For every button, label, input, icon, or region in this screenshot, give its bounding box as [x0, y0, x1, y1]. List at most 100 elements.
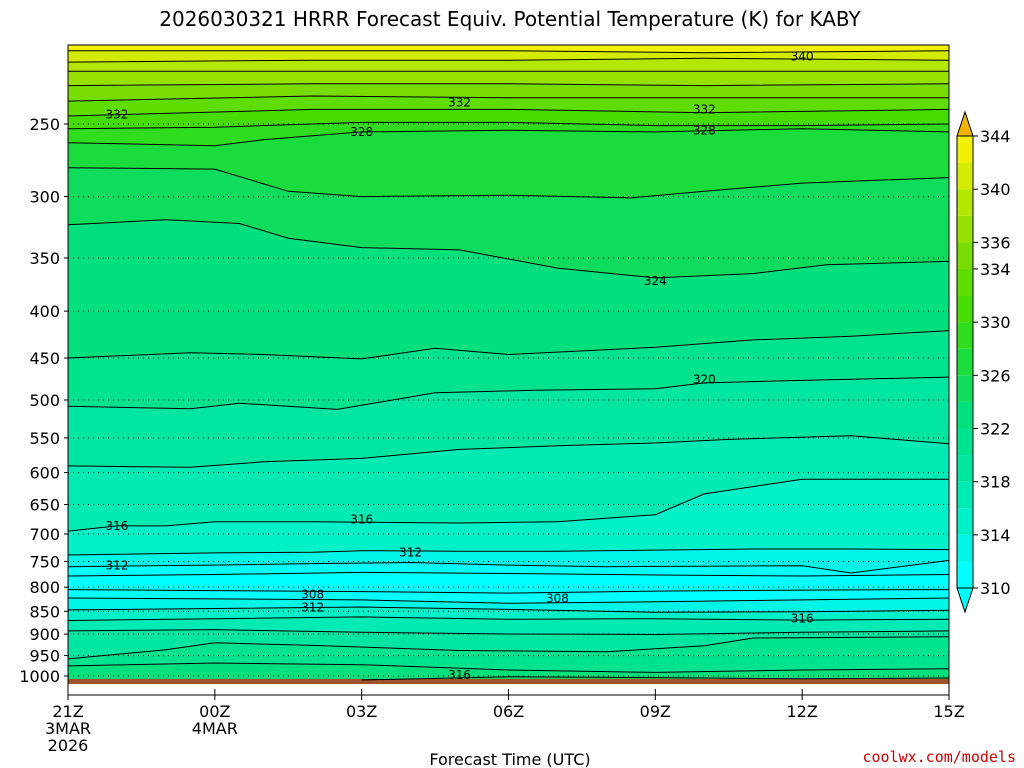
colorbar-bottom-arrow: [956, 587, 974, 614]
isotherm-316: [68, 478, 949, 532]
isotherm-318: [68, 435, 949, 468]
contour-label: 328: [350, 125, 373, 139]
contour-label: 316: [791, 611, 814, 625]
colorbar-segment: [957, 268, 973, 296]
y-tick-label: 500: [29, 391, 60, 410]
colorbar-frame: [956, 135, 974, 589]
x-tick-label: 12Z: [787, 702, 818, 721]
isotherm-326: [68, 167, 949, 199]
isotherm-332: [68, 108, 949, 117]
x-tick-label: 09Z: [640, 702, 671, 721]
contour-label: 312: [399, 545, 422, 559]
isotherm-316: [68, 616, 949, 621]
x-tick-label: 03Z: [346, 702, 377, 721]
contour-label: 320: [693, 373, 716, 387]
ground-strip: [68, 678, 949, 684]
isotherm-336: [68, 83, 949, 87]
colorbar-segment: [957, 348, 973, 376]
colorbar: 310 314 318 322 326 330 334 336 340 344: [956, 110, 1011, 614]
isotherm-322: [68, 662, 949, 673]
isotherm-322: [68, 330, 949, 360]
colorbar-segment: [957, 401, 973, 429]
contour-label: 340: [791, 49, 814, 63]
credit-text: coolwx.com/models: [862, 748, 1016, 766]
contour-label-text: 308: [546, 591, 569, 605]
y-axis: 250 300 350 400 450 500 550 600 650 700 750 800 850 9…: [19, 115, 68, 686]
contour-label: 316: [105, 519, 128, 533]
colorbar-segment: [957, 561, 973, 588]
x-tick-label: 3MAR: [45, 719, 91, 738]
plot-area: [68, 45, 949, 684]
contour-label: 308: [301, 588, 324, 602]
isotherm-334: [68, 95, 949, 102]
y-tick-label: 1000: [19, 667, 60, 686]
contour-label-text: 316: [791, 611, 814, 625]
colorbar-label: 310: [980, 579, 1011, 598]
contour-label-text: 316: [105, 519, 128, 533]
y-tick-label: 350: [29, 249, 60, 268]
colorbar-segment: [957, 136, 973, 163]
colorbar-segment: [957, 428, 973, 456]
colorbar-segment: [957, 455, 973, 482]
colorbar-segment: [957, 481, 973, 509]
colorbar-label: 330: [980, 313, 1011, 332]
y-tick-label: 950: [29, 647, 60, 666]
colorbar-segment: [957, 242, 973, 269]
y-tick-label: 650: [29, 495, 60, 514]
y-tick-label: 300: [29, 188, 60, 207]
colorbar-segment: [957, 534, 973, 562]
colorbar-label: 318: [980, 473, 1011, 492]
y-tick-label: 550: [29, 429, 60, 448]
y-tick-label: 400: [29, 302, 60, 321]
y-tick-label: 450: [29, 349, 60, 368]
isotherm-314: [68, 606, 949, 613]
colorbar-segment: [957, 508, 973, 535]
y-tick-label: 700: [29, 525, 60, 544]
contour-label: 332: [105, 107, 128, 121]
contour-label-text: 328: [693, 123, 716, 137]
x-tick-label: 00Z: [199, 702, 230, 721]
isotherm-312: [68, 559, 949, 574]
y-tick-label: 250: [29, 115, 60, 134]
y-tick-label: 600: [29, 464, 60, 483]
isotherm-330: [68, 121, 949, 130]
contour-label: 332: [693, 102, 716, 116]
contour-label: 308: [546, 591, 569, 605]
x-tick-label: 4MAR: [192, 719, 238, 738]
chart-title: 2026030321 HRRR Forecast Equiv. Potentia…: [159, 7, 861, 31]
x-tick-label: 06Z: [493, 702, 524, 721]
gridlines: [68, 123, 949, 677]
contour-label: 328: [693, 123, 716, 137]
y-tick-label: 750: [29, 552, 60, 571]
contour-label-text: 324: [644, 274, 667, 288]
isotherm-312: [68, 597, 949, 604]
contour-label: 316: [448, 668, 471, 682]
contour-label: 312: [105, 559, 128, 573]
isotherm-320: [68, 636, 949, 660]
colorbar-top-arrow: [956, 110, 974, 137]
contour-label-text: 316: [448, 668, 471, 682]
isotherm-340: [68, 57, 949, 63]
contour-label-text: 332: [693, 102, 716, 116]
y-tick-label: 850: [29, 602, 60, 621]
colorbar-label: 336: [980, 233, 1011, 252]
isotherm-324: [361, 676, 949, 681]
isotherm-320: [68, 376, 949, 410]
colorbar-segment: [957, 295, 973, 323]
contour-label-text: 340: [791, 49, 814, 63]
y-tick-label: 800: [29, 578, 60, 597]
x-tick-label: 21Z: [52, 702, 83, 721]
contour-label-text: 328: [350, 125, 373, 139]
x-tick-label: 2026: [48, 736, 89, 755]
colorbar-label: 314: [980, 526, 1011, 545]
contour-label-text: 332: [105, 107, 128, 121]
contour-label: 312: [301, 601, 324, 615]
contour-label: 332: [448, 96, 471, 110]
contour-label-text: 308: [301, 588, 324, 602]
contour-lines: [68, 50, 949, 681]
contour-label-text: 316: [350, 512, 373, 526]
contour-label-text: 312: [301, 601, 324, 615]
